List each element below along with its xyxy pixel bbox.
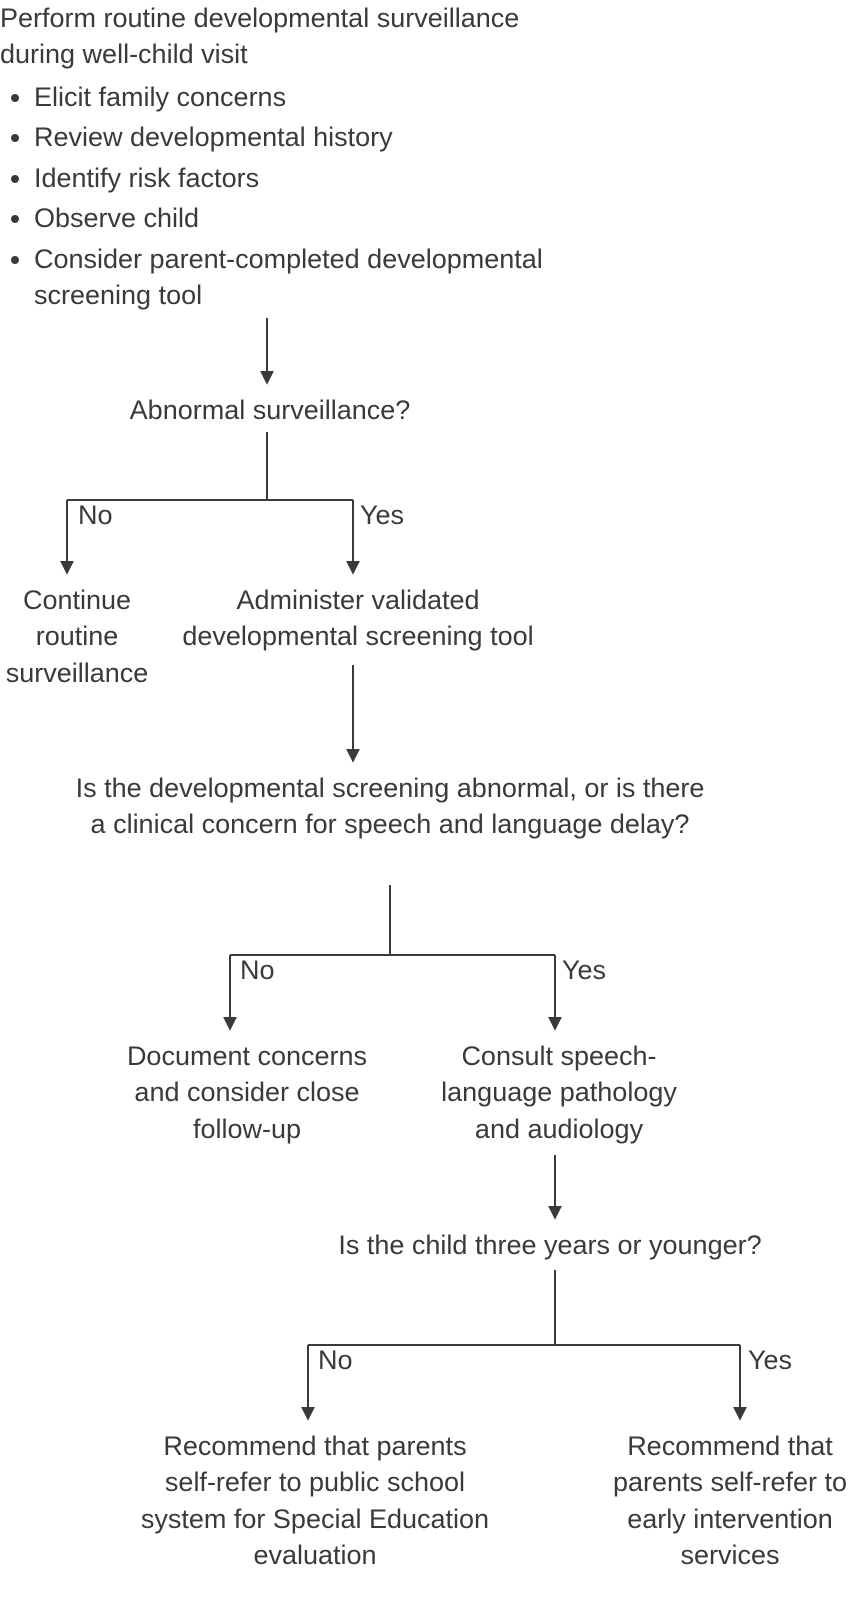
- root-node: Perform routine developmental surveillan…: [0, 0, 560, 318]
- root-bullet-item: Identify risk factors: [34, 160, 560, 196]
- document-concerns-node: Document concerns and consider close fol…: [107, 1038, 387, 1147]
- admin-tool-node: Administer validated developmental scree…: [168, 582, 548, 655]
- early-intervention-node: Recommend that parents self-refer to ear…: [590, 1428, 853, 1574]
- q1-node: Abnormal surveillance?: [90, 392, 450, 428]
- q2-yes-label: Yes: [562, 955, 606, 986]
- q3-node: Is the child three years or younger?: [244, 1227, 853, 1263]
- document-concerns-text: Document concerns and consider close fol…: [127, 1041, 367, 1144]
- school-referral-node: Recommend that parents self-refer to pub…: [140, 1428, 490, 1574]
- consult-slp-text: Consult speech-language pathology and au…: [441, 1041, 677, 1144]
- q1-text: Abnormal surveillance?: [130, 395, 411, 425]
- continue-surveillance-node: Continue routine surveillance: [0, 582, 172, 691]
- root-bullets: Elicit family concerns Review development…: [0, 79, 560, 314]
- admin-tool-text: Administer validated developmental scree…: [182, 585, 533, 651]
- q2-node: Is the developmental screening abnormal,…: [70, 770, 710, 843]
- q3-yes-label: Yes: [748, 1345, 792, 1376]
- q2-text: Is the developmental screening abnormal,…: [76, 773, 705, 839]
- root-heading: Perform routine developmental surveillan…: [0, 0, 560, 73]
- q2-no-label: No: [240, 955, 275, 986]
- continue-surveillance-text: Continue routine surveillance: [6, 585, 149, 688]
- consult-slp-node: Consult speech-language pathology and au…: [424, 1038, 694, 1147]
- early-intervention-text: Recommend that parents self-refer to ear…: [613, 1431, 847, 1570]
- root-bullet-item: Review developmental history: [34, 119, 560, 155]
- q3-no-label: No: [318, 1345, 353, 1376]
- q1-yes-label: Yes: [360, 500, 404, 531]
- root-bullet-item: Consider parent-completed developmental …: [34, 241, 560, 314]
- root-bullet-item: Elicit family concerns: [34, 79, 560, 115]
- q1-no-label: No: [78, 500, 113, 531]
- q3-text: Is the child three years or younger?: [338, 1230, 761, 1260]
- root-bullet-item: Observe child: [34, 200, 560, 236]
- school-referral-text: Recommend that parents self-refer to pub…: [141, 1431, 489, 1570]
